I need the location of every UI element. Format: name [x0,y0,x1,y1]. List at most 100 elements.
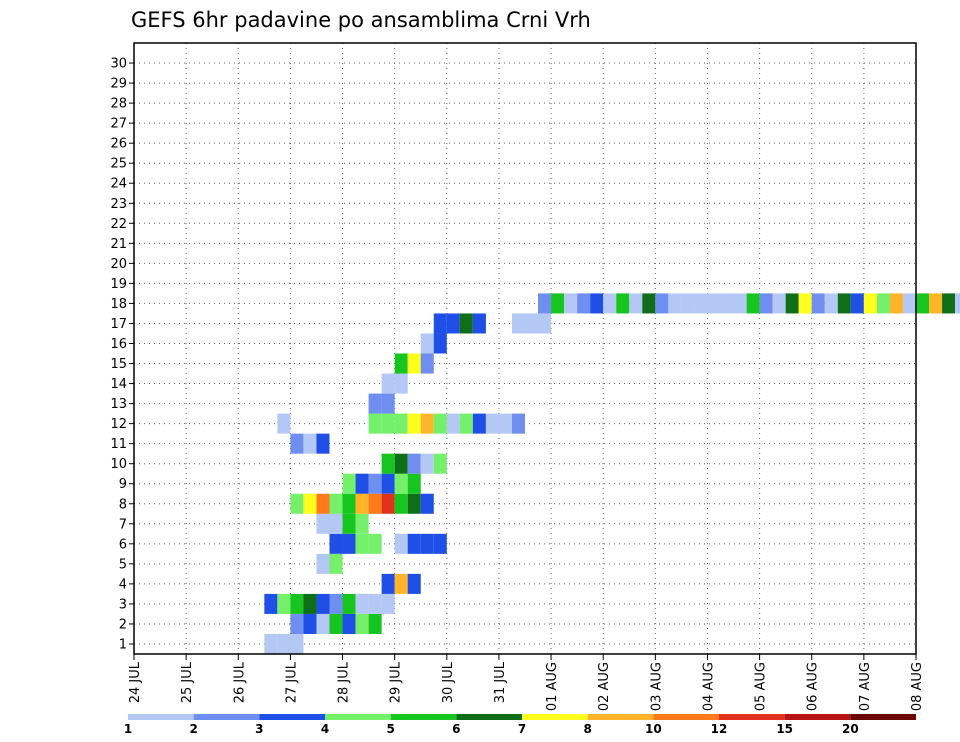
heatmap-cell [511,313,525,334]
heatmap-cell [785,293,799,314]
x-tick-label: 04 AUG [701,662,716,711]
heatmap-cell [342,533,356,554]
heatmap-cell [759,293,773,314]
heatmap-cell [290,493,304,514]
y-tick-label: 25 [110,157,127,172]
heatmap-cell [355,493,369,514]
colorbar-tick-label: 12 [711,722,728,736]
x-tick-label: 26 JUL [232,661,247,703]
colorbar-tick-label: 15 [776,722,793,736]
y-tick-label: 22 [110,217,127,232]
heatmap-cell [407,533,421,554]
x-tick-label: 25 JUL [180,661,195,703]
heatmap-cell [942,293,956,314]
heatmap-cell [329,613,343,634]
heatmap-cell [394,373,408,394]
heatmap-cell [407,413,421,434]
y-axis-ticks: 1234567891011121314151617181920212223242… [110,57,134,652]
heatmap-cell [564,293,578,314]
colorbar-tick-label: 2 [189,722,197,736]
heatmap-cell [368,393,382,414]
y-tick-label: 30 [110,57,127,72]
heatmap-cell [394,493,408,514]
heatmap-cell [655,293,669,314]
heatmap-cell [407,453,421,474]
heatmap-cell [407,353,421,374]
heatmap-cell [746,293,760,314]
heatmap-cell [303,613,317,634]
heatmap-cell [342,513,356,534]
heatmap-cell [277,593,291,614]
heatmap-cell [329,493,343,514]
x-tick-label: 08 AUG [910,662,925,711]
colorbar-tick-label: 5 [386,722,394,736]
y-tick-label: 4 [119,577,127,592]
colorbar-swatch [259,714,325,720]
heatmap-cell [902,293,916,314]
y-tick-label: 23 [110,197,127,212]
heatmap-cell [290,633,304,654]
heatmap-cell [342,473,356,494]
heatmap-cell [342,613,356,634]
heatmap-cell [316,513,330,534]
heatmap-cell [329,513,343,534]
heatmap-cell [316,593,330,614]
heatmap-cell [551,293,565,314]
heatmap-cell [420,493,434,514]
heatmap-cell [316,493,330,514]
y-tick-label: 9 [119,477,127,492]
heatmap-cell [394,453,408,474]
x-tick-label: 03 AUG [649,662,664,711]
x-tick-label: 06 AUG [806,662,821,711]
heatmap-cell [629,293,643,314]
heatmap-cell [381,593,395,614]
heatmap-cell [850,293,864,314]
heatmap-cell [381,493,395,514]
y-tick-label: 29 [110,77,127,92]
heatmap-cell [381,373,395,394]
y-tick-label: 11 [110,437,127,452]
x-tick-label: 07 AUG [858,662,873,711]
heatmap-cell [381,453,395,474]
y-tick-label: 3 [119,597,127,612]
heatmap-cell [407,573,421,594]
heatmap-cell [889,293,903,314]
heatmap-cell [876,293,890,314]
x-tick-label: 02 AUG [597,662,612,711]
heatmap-cell [694,293,708,314]
heatmap-cell [264,633,278,654]
y-tick-label: 15 [110,357,127,372]
colorbar-tick-label: 4 [321,722,329,736]
heatmap-cell [342,493,356,514]
x-tick-label: 31 JUL [493,661,508,703]
heatmap-cell [798,293,812,314]
heatmap-cell [916,293,930,314]
chart-title: GEFS 6hr padavine po ansamblima Crni Vrh [131,8,591,32]
x-tick-label: 29 JUL [389,661,404,703]
heatmap-cell [368,533,382,554]
colorbar-swatch [193,714,260,720]
heatmap-cell [394,413,408,434]
heatmap-cell [511,413,525,434]
heatmap-cell [420,533,434,554]
colorbar-swatch [850,714,916,720]
heatmap-cell [472,413,486,434]
heatmap-cell [329,553,343,574]
heatmap-cell [277,633,291,654]
y-tick-label: 28 [110,97,127,112]
y-tick-label: 18 [110,297,127,312]
y-tick-label: 2 [119,617,127,632]
heatmap-cell [303,593,317,614]
heatmap-cell [381,473,395,494]
colorbar-swatch [390,714,457,720]
heatmap-cell [394,573,408,594]
heatmap-cell [381,413,395,434]
heatmap-cell [290,433,304,454]
heatmap-cell [290,593,304,614]
colorbar-tick-label: 20 [842,722,859,736]
heatmap-cell [485,413,499,434]
heatmap-cell [394,353,408,374]
heatmap-cell [355,533,369,554]
x-tick-label: 24 JUL [128,661,143,703]
colorbar-tick-label: 1 [124,722,132,736]
